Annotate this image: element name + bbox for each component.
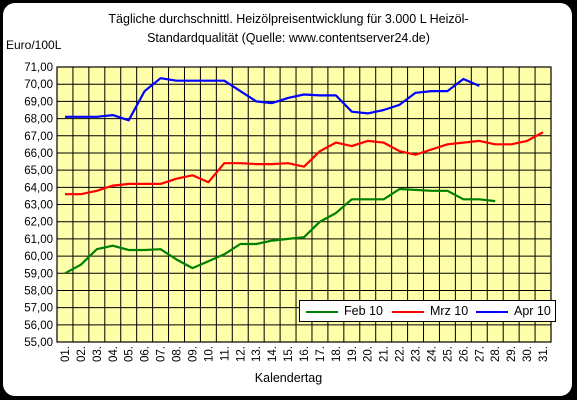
x-tick-label: 01. — [60, 346, 72, 362]
x-tick-label: 08. — [172, 346, 184, 362]
y-tick-label: 61,00 — [24, 234, 53, 246]
x-tick-label: 21. — [379, 346, 391, 362]
plot-border — [56, 66, 552, 343]
x-tick-label: 26. — [458, 346, 470, 362]
y-tick-label: 62,00 — [24, 217, 53, 229]
x-tick-label: 27. — [474, 346, 486, 362]
x-axis: 01. 02. 03. 04. 05. 06. 07. 08. 09. 10. 11. 12. 13. 1… — [60, 346, 550, 362]
x-tick-label: 30. — [522, 346, 534, 362]
y-tick-label: 64,00 — [24, 182, 53, 194]
y-tick-label: 59,00 — [24, 268, 53, 280]
chart-subtitle: Standardqualität (Quelle: www.contentser… — [147, 31, 430, 45]
series-layer — [64, 77, 544, 275]
x-tick-label: 10. — [203, 346, 215, 362]
x-axis-label: Kalendertag — [254, 371, 323, 385]
x-tick-label: 14. — [267, 346, 279, 362]
legend-label-apr: Apr 10 — [514, 304, 551, 318]
x-tick-label: 28. — [490, 346, 502, 362]
x-tick-label: 15. — [283, 346, 295, 362]
y-axis: 55,00 56,00 57,00 58,00 59,00 60,00 61,00 62,00… — [24, 62, 53, 349]
x-tick-label: 05. — [124, 346, 136, 362]
x-tick-label: 20. — [363, 346, 375, 362]
y-tick-label: 66,00 — [24, 148, 53, 160]
x-tick-label: 17. — [315, 346, 327, 362]
legend-swatch-feb — [306, 311, 338, 313]
legend-swatch-mrz — [392, 311, 424, 313]
y-tick-label: 55,00 — [24, 337, 53, 349]
grid-lines — [56, 66, 552, 343]
x-tick-label: 06. — [140, 346, 152, 362]
x-tick-label: 23. — [411, 346, 423, 362]
y-tick-label: 70,00 — [24, 79, 53, 91]
legend-swatch-apr — [476, 311, 508, 313]
legend-item-apr: Apr 10 — [476, 304, 556, 320]
x-tick-label: 18. — [331, 346, 343, 362]
y-tick-label: 57,00 — [24, 303, 53, 315]
x-tick-label: 24. — [426, 346, 438, 362]
x-tick-label: 22. — [395, 346, 407, 362]
y-tick-label: 60,00 — [24, 251, 53, 263]
y-tick-label: 69,00 — [24, 96, 53, 108]
y-tick-label: 71,00 — [24, 62, 53, 74]
x-tick-label: 07. — [156, 346, 168, 362]
y-tick-label: 68,00 — [24, 114, 53, 126]
legend-label-feb: Feb 10 — [344, 304, 383, 318]
x-tick-label: 12. — [235, 346, 247, 362]
x-tick-label: 29. — [506, 346, 518, 362]
y-tick-label: 67,00 — [24, 131, 53, 143]
series-line-feb — [64, 187, 496, 275]
chart-title: Tägliche durchschnittl. Heizölpreisentwi… — [108, 12, 469, 26]
legend-item-mrz: Mrz 10 — [392, 304, 472, 320]
legend: Feb 10 Mrz 10 Apr 10 — [299, 300, 556, 322]
x-tick-label: 09. — [187, 346, 199, 362]
x-tick-label: 02. — [76, 346, 88, 362]
y-tick-label: 56,00 — [24, 320, 53, 332]
series-line-apr — [65, 77, 480, 122]
x-tick-label: 16. — [299, 346, 311, 362]
x-tick-label: 31. — [538, 346, 550, 362]
y-axis-label: Euro/100L — [6, 38, 62, 52]
x-tick-label: 03. — [92, 346, 104, 362]
x-tick-label: 25. — [442, 346, 454, 362]
legend-item-feb: Feb 10 — [306, 304, 386, 320]
series-line-mrz — [65, 131, 544, 196]
x-tick-label: 19. — [347, 346, 359, 362]
y-tick-label: 58,00 — [24, 285, 53, 297]
x-tick-label: 11. — [219, 346, 231, 361]
x-tick-label: 04. — [108, 346, 120, 362]
x-tick-label: 13. — [251, 346, 263, 362]
y-tick-label: 65,00 — [24, 165, 53, 177]
y-tick-label: 63,00 — [24, 200, 53, 212]
legend-label-mrz: Mrz 10 — [430, 304, 469, 318]
